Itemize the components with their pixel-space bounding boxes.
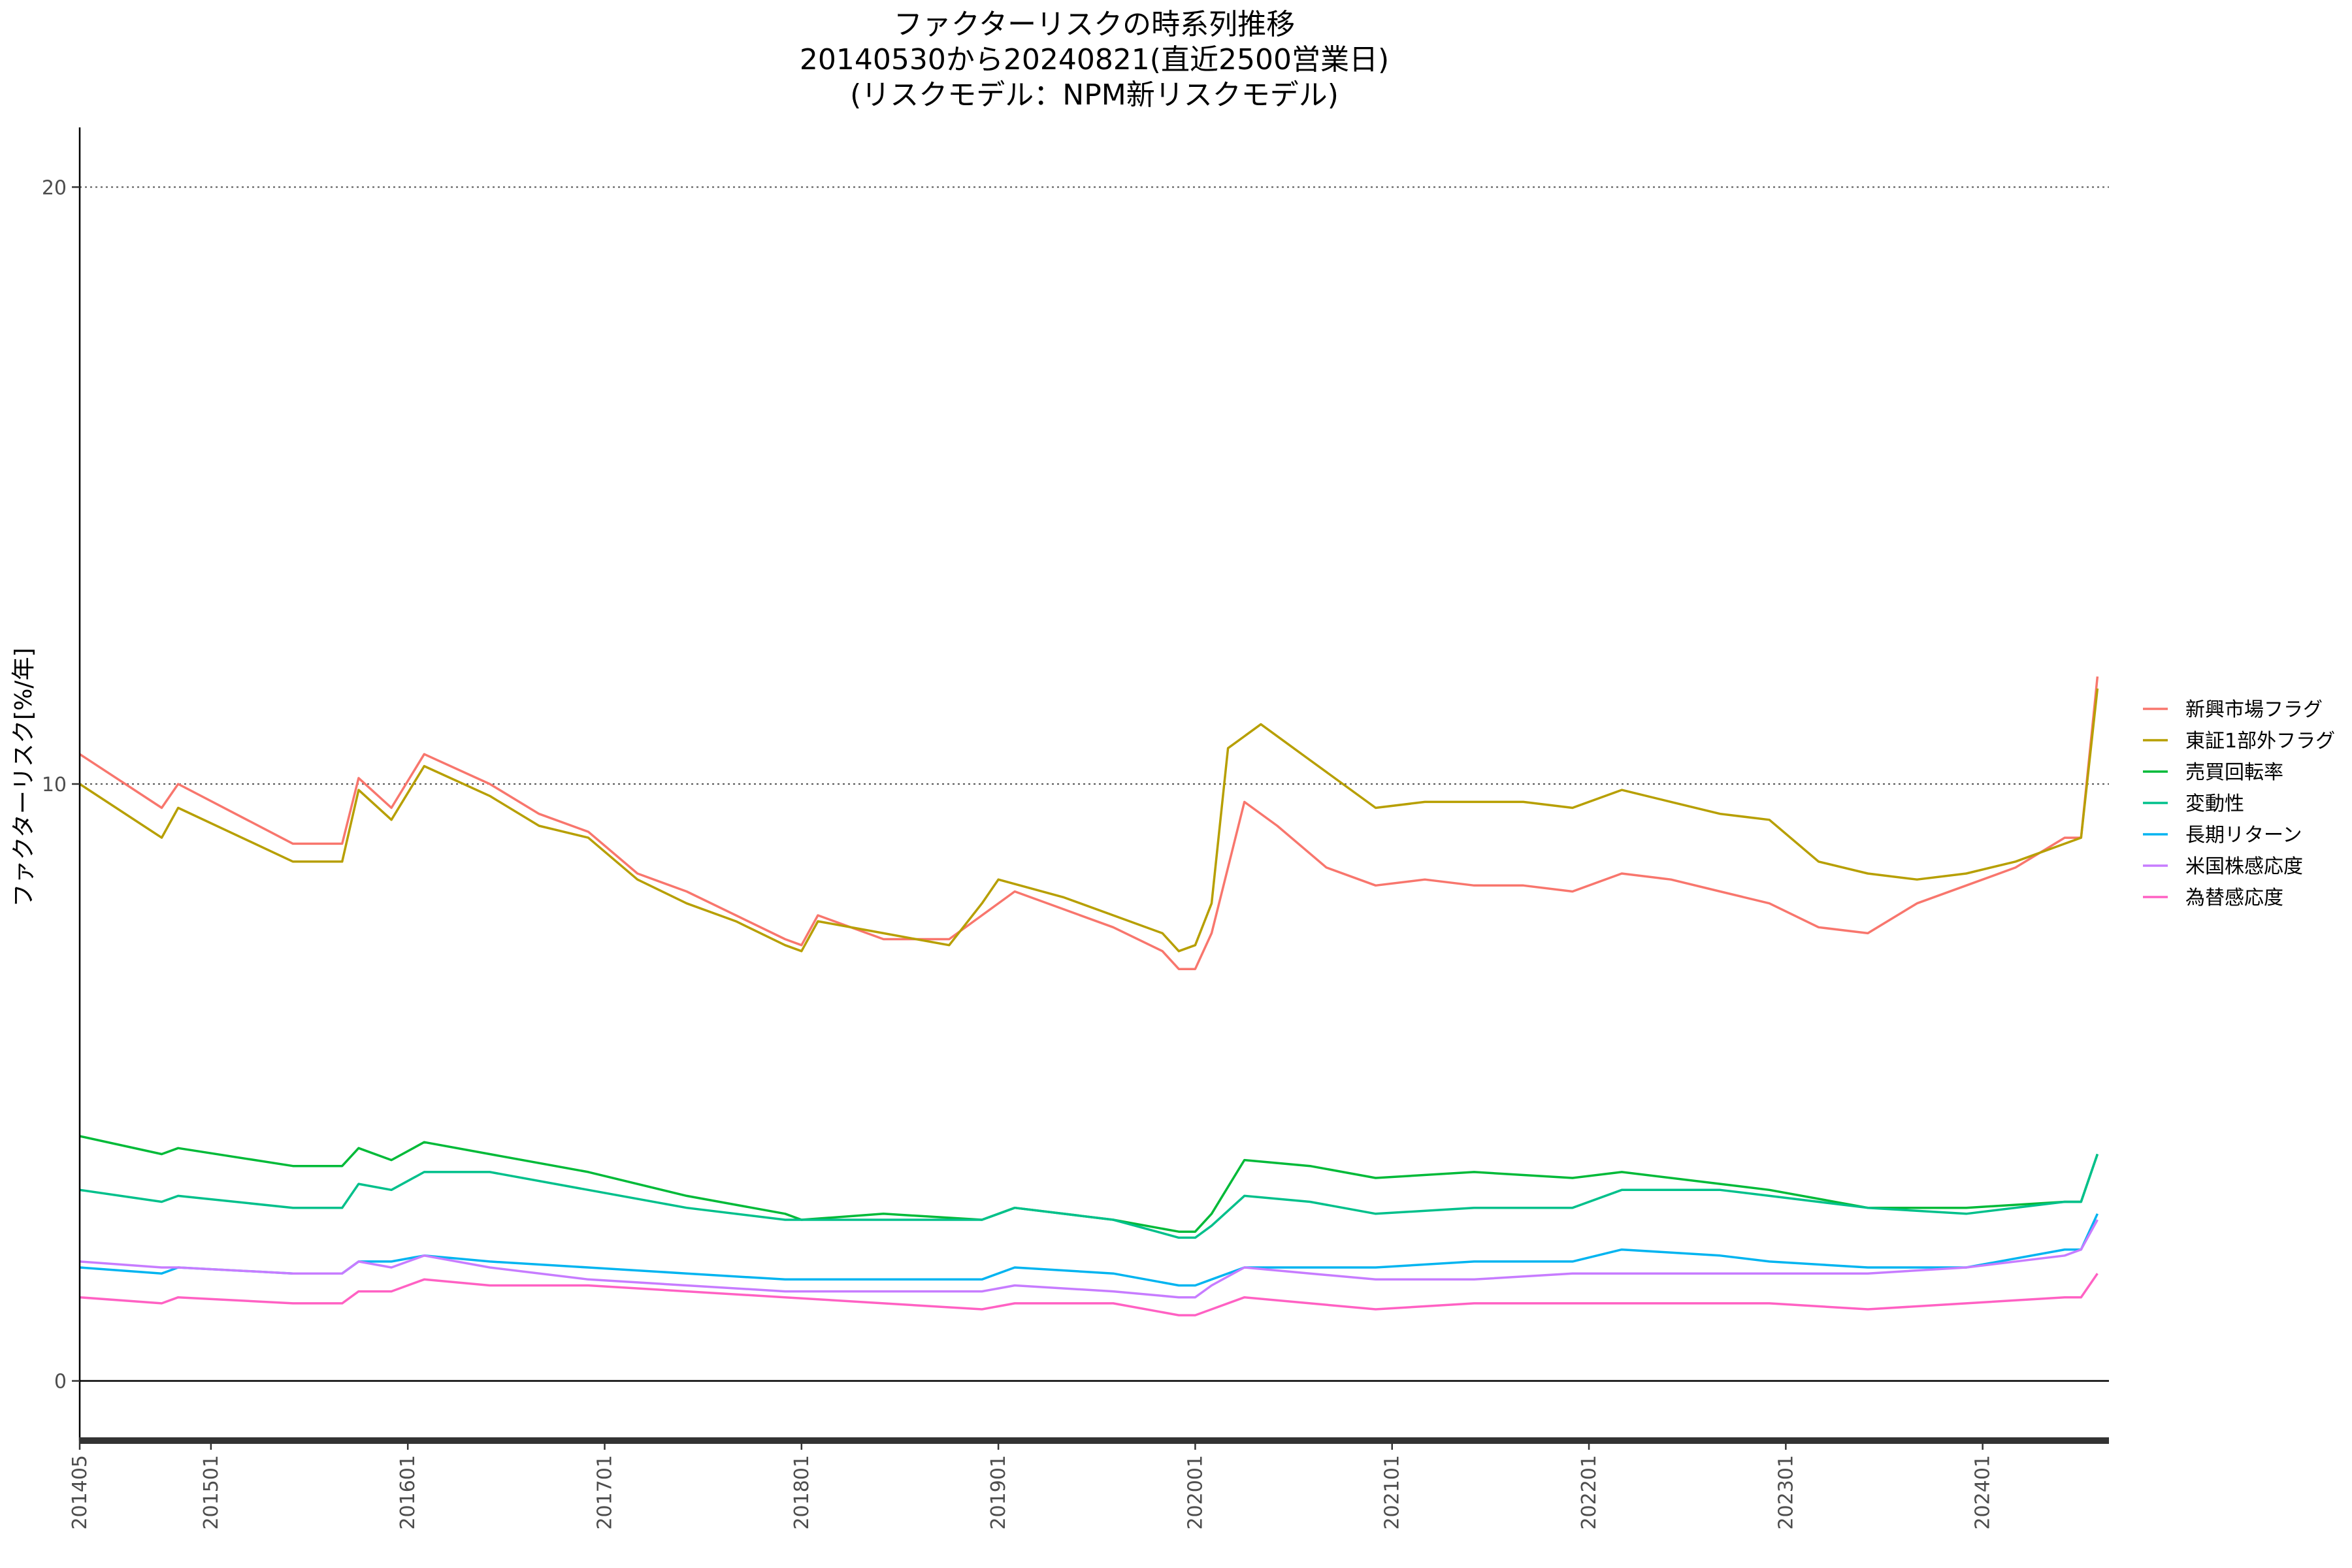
gridlines <box>80 186 2109 1382</box>
chart-title: ファクターリスクの時系列推移20140530から20240821(直近2500営… <box>800 8 1389 112</box>
x-axis-ticks: 201405 201501 201601 201701 201801 201901 2020… <box>69 1441 1995 1530</box>
series-line-2 <box>79 688 2099 953</box>
y-axis-ticks: 0 10 20 <box>42 176 80 1394</box>
y-tick-label-20: 20 <box>42 176 67 199</box>
x-tick-label-201501: 201501 <box>200 1455 223 1530</box>
x-tick-label-202201: 202201 <box>1578 1455 1601 1530</box>
x-tick-label-201801: 201801 <box>791 1455 813 1530</box>
x-tick-label-201601: 201601 <box>397 1455 419 1530</box>
y-tick-label-10: 10 <box>42 774 67 796</box>
y-axis-title: ファクターリスク[%/年] <box>10 648 37 907</box>
chart-title-line-3: (リスクモデル：NPM新リスクモデル) <box>850 78 1339 112</box>
legend-label-1: 新興市場フラグ <box>2185 698 2323 721</box>
x-tick-label-201405: 201405 <box>69 1455 91 1530</box>
legend-label-7: 為替感応度 <box>2185 887 2283 909</box>
legend-label-6: 米国株感応度 <box>2185 855 2303 878</box>
series-line-1 <box>79 676 2099 970</box>
series-line-4 <box>79 1153 2099 1239</box>
y-tick-label-0: 0 <box>54 1371 67 1394</box>
x-tick-label-202001: 202001 <box>1184 1455 1207 1530</box>
series-line-6 <box>79 1219 2099 1299</box>
series-line-7 <box>79 1273 2099 1316</box>
chart-title-line-2: 20140530から20240821(直近2500営業日) <box>800 43 1389 76</box>
series-line-5 <box>79 1213 2099 1287</box>
series-lines <box>79 676 2099 1316</box>
x-tick-label-201701: 201701 <box>593 1455 616 1530</box>
legend-label-4: 変動性 <box>2185 792 2244 815</box>
x-tick-label-202301: 202301 <box>1774 1455 1797 1530</box>
x-tick-label-202101: 202101 <box>1381 1455 1404 1530</box>
legend-label-5: 長期リターン <box>2185 824 2302 847</box>
chart-title-line-1: ファクターリスクの時系列推移 <box>894 8 1295 41</box>
legend-label-2: 東証1部外フラグ <box>2185 730 2335 753</box>
legend-label-3: 売買回転率 <box>2185 761 2283 784</box>
x-tick-label-201901: 201901 <box>987 1455 1010 1530</box>
x-tick-label-202401: 202401 <box>1972 1455 1995 1530</box>
